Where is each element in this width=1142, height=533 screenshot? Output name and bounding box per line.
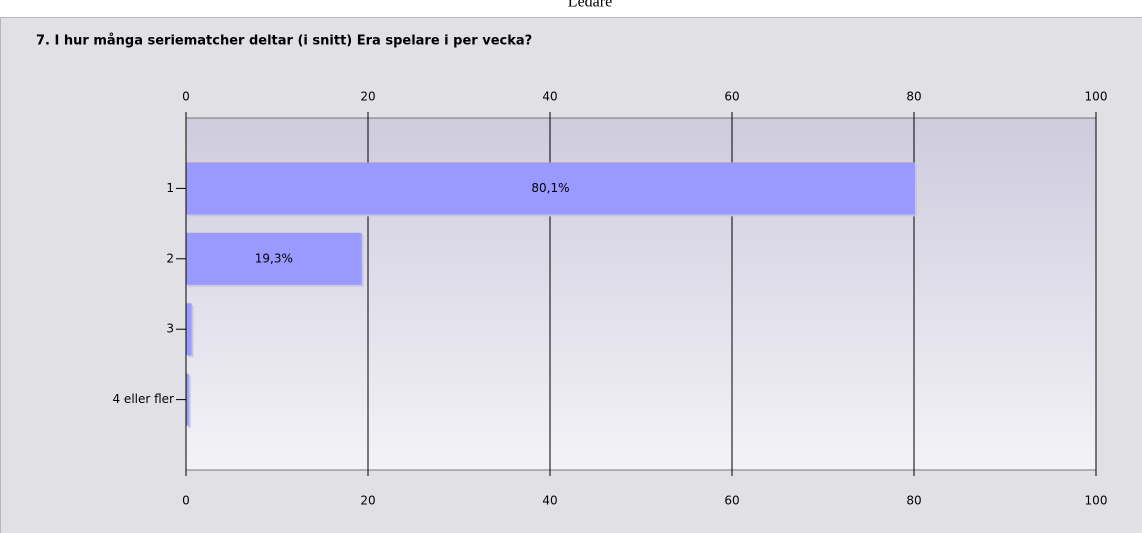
bar xyxy=(186,162,915,215)
bar xyxy=(186,303,192,356)
bar-shadow xyxy=(188,375,191,428)
x-tick-label: 40 xyxy=(542,494,557,508)
y-tick-label: 4 eller fler xyxy=(112,392,174,406)
y-tick-label: 3 xyxy=(166,322,174,336)
x-tick-label: 40 xyxy=(542,90,557,104)
data-label: 80,1% xyxy=(531,181,569,195)
x-tick-label: 80 xyxy=(906,494,921,508)
y-tick-label: 2 xyxy=(166,251,174,265)
x-tick-label: 100 xyxy=(1085,494,1108,508)
y-tick-label: 1 xyxy=(166,181,174,195)
data-label: 19,3% xyxy=(255,251,293,265)
page-header: Ledare xyxy=(568,0,612,11)
x-tick-label: 20 xyxy=(360,494,375,508)
x-tick-label: 100 xyxy=(1085,90,1108,104)
x-tick-label: 20 xyxy=(360,90,375,104)
chart-title: 7. I hur många seriematcher deltar (i sn… xyxy=(36,34,532,49)
bar xyxy=(186,373,189,426)
bar xyxy=(186,232,362,285)
x-tick-label: 0 xyxy=(182,494,190,508)
x-tick-label: 60 xyxy=(724,90,739,104)
x-tick-label: 0 xyxy=(182,90,190,104)
x-tick-label: 60 xyxy=(724,494,739,508)
x-tick-label: 80 xyxy=(906,90,921,104)
